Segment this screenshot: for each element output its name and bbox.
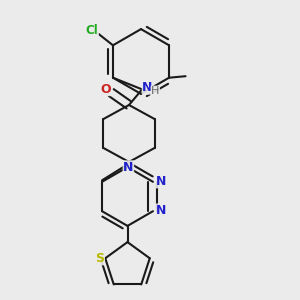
Text: N: N — [123, 161, 134, 174]
Text: O: O — [100, 82, 111, 95]
Text: N: N — [156, 175, 167, 188]
Text: N: N — [156, 204, 167, 217]
Text: H: H — [151, 86, 160, 96]
Text: N: N — [142, 81, 153, 94]
Text: Cl: Cl — [85, 24, 98, 37]
Text: S: S — [95, 252, 104, 265]
